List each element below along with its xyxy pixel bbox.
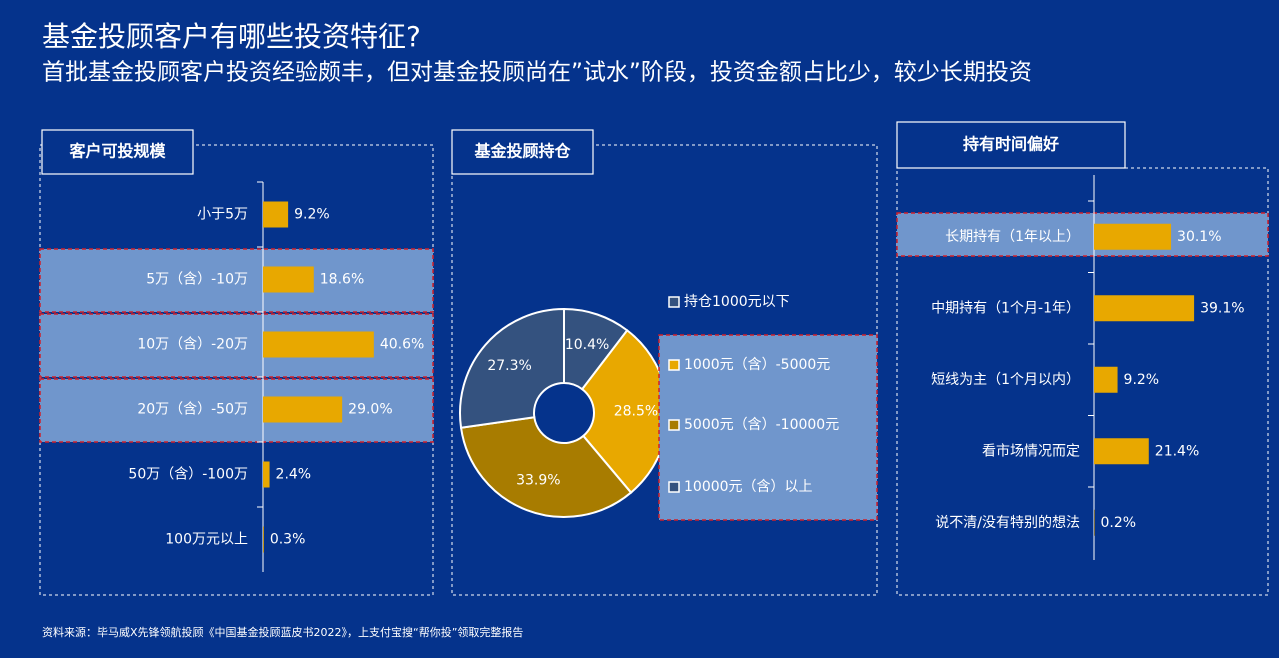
- category-label: 100万元以上: [165, 532, 248, 548]
- bar: [263, 461, 270, 488]
- donut-slice: [580, 328, 669, 494]
- legend-swatch: [668, 296, 680, 308]
- panel-tab: [451, 129, 594, 175]
- bar: [263, 396, 343, 423]
- highlight-box: [896, 212, 1269, 257]
- value-label: 0.3%: [270, 532, 306, 548]
- bar: [263, 331, 374, 358]
- legend-label: 1000元（含）-5000元: [684, 357, 830, 373]
- value-label: 0.2%: [1101, 515, 1137, 531]
- bar: [1094, 295, 1195, 322]
- source: 资料来源：毕马威X先锋领航投顾《中国基金投顾蓝皮书2022》，上支付宝搜“帮你投…: [42, 625, 523, 639]
- category-label: 5万（含）-10万: [146, 272, 248, 288]
- highlight-box: [39, 378, 434, 443]
- category-label: 短线为主（1个月以内）: [931, 372, 1080, 388]
- legend-swatch: [668, 359, 680, 371]
- donut-slice: [459, 416, 633, 518]
- slice-label: 27.3%: [487, 358, 531, 374]
- bar: [1094, 438, 1149, 465]
- value-label: 30.1%: [1177, 229, 1221, 245]
- bar: [263, 526, 264, 553]
- panel: [896, 167, 1269, 596]
- legend-swatch: [668, 481, 680, 493]
- value-label: 39.1%: [1200, 300, 1244, 316]
- category-label: 10万（含）-20万: [137, 337, 248, 353]
- title: 基金投顾客户有哪些投资特征?: [42, 20, 421, 53]
- bar: [1094, 366, 1118, 393]
- category-label: 中期持有（1个月-1年）: [931, 300, 1080, 316]
- category-label: 小于5万: [197, 207, 248, 223]
- highlight-box: [39, 248, 434, 313]
- value-label: 29.0%: [348, 402, 392, 418]
- panel-title: 基金投顾持仓: [473, 142, 571, 161]
- value-label: 18.6%: [320, 272, 364, 288]
- category-label: 20万（含）-50万: [137, 402, 248, 418]
- value-label: 9.2%: [1124, 372, 1160, 388]
- category-label: 50万（含）-100万: [128, 467, 248, 483]
- legend-swatch: [668, 419, 680, 431]
- legend-label: 10000元（含）以上: [684, 479, 813, 495]
- bar: [263, 201, 289, 228]
- legend-label: 5000元（含）-10000元: [684, 417, 839, 433]
- bar: [1094, 509, 1095, 536]
- slice-label: 28.5%: [614, 403, 658, 419]
- value-label: 40.6%: [380, 337, 424, 353]
- slice-label: 33.9%: [516, 472, 560, 488]
- panel-title: 持有时间偏好: [963, 135, 1059, 154]
- donut-slice: [459, 307, 565, 429]
- highlight-box: [658, 334, 878, 521]
- bar: [263, 266, 314, 293]
- category-label: 说不清/没有特别的想法: [935, 515, 1080, 531]
- legend-label: 持仓1000元以下: [684, 294, 790, 310]
- category-label: 看市场情况而定: [982, 442, 1080, 459]
- panel-tab: [896, 121, 1126, 169]
- value-label: 2.4%: [276, 467, 312, 483]
- category-label: 长期持有（1年以上）: [945, 229, 1080, 245]
- bar: [1094, 223, 1172, 250]
- panel-tab: [41, 129, 194, 175]
- slice-label: 10.4%: [565, 337, 609, 353]
- panel-title: 客户可投规模: [69, 142, 166, 161]
- subtitle: 首批基金投顾客户投资经验颇丰，但对基金投顾尚在”试水”阶段，投资金额占比少，较少…: [42, 60, 1032, 86]
- value-label: 21.4%: [1155, 443, 1199, 459]
- value-label: 9.2%: [294, 207, 330, 223]
